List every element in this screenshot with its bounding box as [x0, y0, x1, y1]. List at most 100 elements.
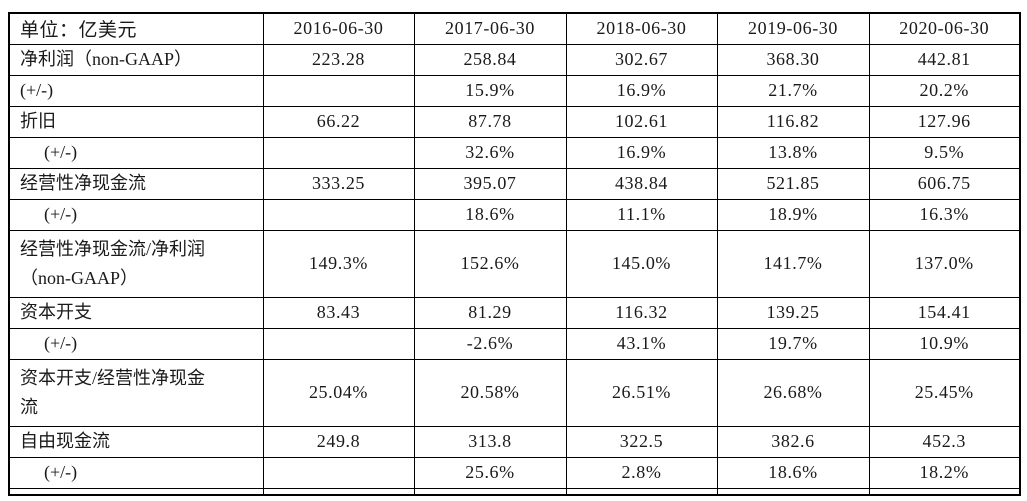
cell-value: 606.75	[868, 167, 1021, 200]
column-header-date: 2016-06-30	[262, 12, 415, 45]
cell-value: 149.3%	[262, 229, 415, 298]
cell-value: 333.25	[262, 167, 415, 200]
empty-cell	[262, 487, 415, 496]
row-label: (+/-)	[8, 136, 264, 169]
empty-cell	[413, 487, 567, 496]
column-header-date: 2019-06-30	[716, 12, 870, 45]
cell-value: 116.82	[716, 105, 870, 138]
cell-value: 26.51%	[565, 358, 718, 427]
cell-value	[262, 327, 415, 360]
cell-value: 20.58%	[413, 358, 567, 427]
empty-cell	[8, 487, 264, 496]
cell-value: -2.6%	[413, 327, 567, 360]
cell-value	[262, 74, 415, 107]
cell-value: 438.84	[565, 167, 718, 200]
table-row-partial	[8, 487, 1021, 496]
empty-cell	[868, 487, 1021, 496]
cell-value: 20.2%	[868, 74, 1021, 107]
cell-value: 322.5	[565, 425, 718, 458]
cell-value: 15.9%	[413, 74, 567, 107]
cell-value: 26.68%	[716, 358, 870, 427]
cell-value: 66.22	[262, 105, 415, 138]
cell-value: 368.30	[716, 43, 870, 76]
table-header-row: 单位：亿美元 2016-06-30 2017-06-30 2018-06-30 …	[8, 12, 1021, 45]
table-row-capex-change: (+/-) -2.6% 43.1% 19.7% 10.9%	[8, 327, 1021, 360]
cell-value: 116.32	[565, 296, 718, 329]
cell-value: 11.1%	[565, 198, 718, 231]
row-label: 自由现金流	[8, 425, 264, 458]
cell-value: 521.85	[716, 167, 870, 200]
table-row-net-profit: 净利润（non-GAAP） 223.28 258.84 302.67 368.3…	[8, 43, 1021, 76]
row-label: 净利润（non-GAAP）	[8, 43, 264, 76]
cell-value: 25.45%	[868, 358, 1021, 427]
cell-value: 9.5%	[868, 136, 1021, 169]
table-row-operating-cash-flow-change: (+/-) 18.6% 11.1% 18.9% 16.3%	[8, 198, 1021, 231]
cell-value: 223.28	[262, 43, 415, 76]
cell-value: 152.6%	[413, 229, 567, 298]
column-header-date: 2017-06-30	[413, 12, 567, 45]
row-label: 资本开支	[8, 296, 264, 329]
table-row-capex: 资本开支 83.43 81.29 116.32 139.25 154.41	[8, 296, 1021, 329]
row-label: 经营性净现金流	[8, 167, 264, 200]
table-row-depreciation-change: (+/-) 32.6% 16.9% 13.8% 9.5%	[8, 136, 1021, 169]
cell-value: 442.81	[868, 43, 1021, 76]
cell-value: 16.3%	[868, 198, 1021, 231]
row-label: (+/-)	[8, 456, 264, 489]
table-row-capex-to-ocf-ratio: 资本开支/经营性净现金 流 25.04% 20.58% 26.51% 26.68…	[8, 358, 1021, 427]
cell-value: 18.2%	[868, 456, 1021, 489]
cell-value: 43.1%	[565, 327, 718, 360]
cell-value: 13.8%	[716, 136, 870, 169]
row-label: (+/-)	[8, 74, 264, 107]
table-row-operating-cash-flow: 经营性净现金流 333.25 395.07 438.84 521.85 606.…	[8, 167, 1021, 200]
cell-value: 18.6%	[413, 198, 567, 231]
cell-value: 83.43	[262, 296, 415, 329]
cell-value: 19.7%	[716, 327, 870, 360]
cell-value: 141.7%	[716, 229, 870, 298]
empty-cell	[565, 487, 718, 496]
cell-value: 249.8	[262, 425, 415, 458]
cell-value: 452.3	[868, 425, 1021, 458]
cell-value: 25.04%	[262, 358, 415, 427]
row-label: (+/-)	[8, 327, 264, 360]
unit-label: 单位：亿美元	[8, 12, 264, 45]
cell-value: 21.7%	[716, 74, 870, 107]
cell-value: 258.84	[413, 43, 567, 76]
cell-value: 18.9%	[716, 198, 870, 231]
cell-value: 395.07	[413, 167, 567, 200]
cell-value: 10.9%	[868, 327, 1021, 360]
cell-value	[262, 136, 415, 169]
column-header-date: 2020-06-30	[868, 12, 1021, 45]
cell-value: 145.0%	[565, 229, 718, 298]
cell-value: 32.6%	[413, 136, 567, 169]
cell-value	[262, 456, 415, 489]
cell-value: 87.78	[413, 105, 567, 138]
row-label: (+/-)	[8, 198, 264, 231]
cell-value: 16.9%	[565, 136, 718, 169]
cell-value: 102.61	[565, 105, 718, 138]
table-row-free-cash-flow: 自由现金流 249.8 313.8 322.5 382.6 452.3	[8, 425, 1021, 458]
cell-value: 25.6%	[413, 456, 567, 489]
cell-value: 137.0%	[868, 229, 1021, 298]
cell-value: 127.96	[868, 105, 1021, 138]
empty-cell	[716, 487, 870, 496]
cell-value: 139.25	[716, 296, 870, 329]
table-row-ocf-to-net-profit-ratio: 经营性净现金流/净利润 （non-GAAP） 149.3% 152.6% 145…	[8, 229, 1021, 298]
cell-value: 302.67	[565, 43, 718, 76]
financial-metrics-table: 单位：亿美元 2016-06-30 2017-06-30 2018-06-30 …	[8, 12, 1021, 496]
cell-value: 154.41	[868, 296, 1021, 329]
table-row-net-profit-change: (+/-) 15.9% 16.9% 21.7% 20.2%	[8, 74, 1021, 107]
cell-value: 81.29	[413, 296, 567, 329]
row-label: 折旧	[8, 105, 264, 138]
cell-value: 313.8	[413, 425, 567, 458]
column-header-date: 2018-06-30	[565, 12, 718, 45]
row-label: 经营性净现金流/净利润 （non-GAAP）	[8, 229, 264, 298]
cell-value: 2.8%	[565, 456, 718, 489]
cell-value	[262, 198, 415, 231]
cell-value: 16.9%	[565, 74, 718, 107]
cell-value: 382.6	[716, 425, 870, 458]
table-row-free-cash-flow-change: (+/-) 25.6% 2.8% 18.6% 18.2%	[8, 456, 1021, 489]
cell-value: 18.6%	[716, 456, 870, 489]
row-label: 资本开支/经营性净现金 流	[8, 358, 264, 427]
table-row-depreciation: 折旧 66.22 87.78 102.61 116.82 127.96	[8, 105, 1021, 138]
